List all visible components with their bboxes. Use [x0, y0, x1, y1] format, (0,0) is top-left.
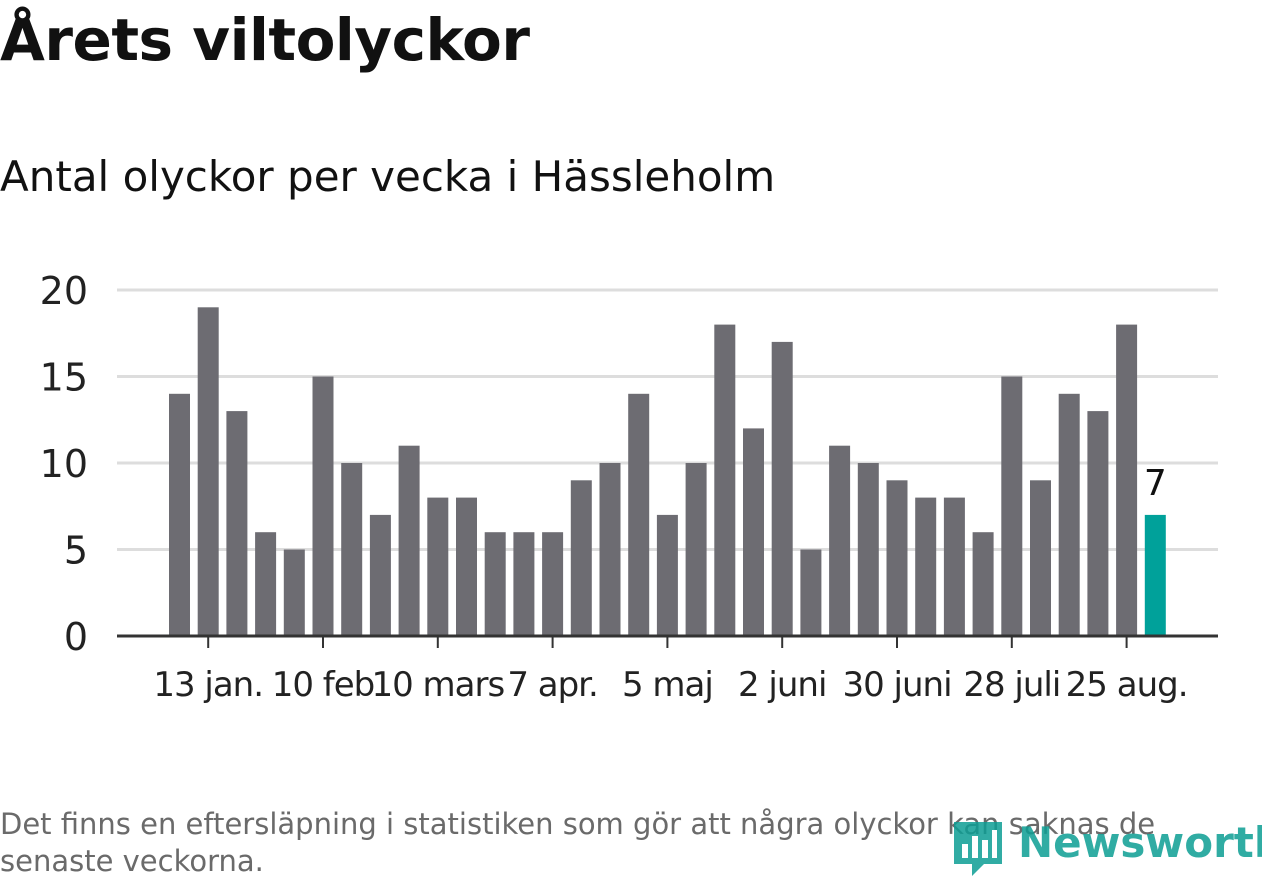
bar: [1058, 393, 1080, 636]
x-tick-label: 10 feb: [272, 665, 375, 705]
y-tick-label: 15: [40, 356, 88, 400]
bar: [1001, 376, 1023, 636]
x-tick-label: 10 mars: [371, 665, 504, 705]
bar: [829, 445, 851, 636]
bar: [599, 463, 621, 636]
y-tick-label: 20: [40, 269, 88, 313]
bar: [714, 324, 736, 636]
brand-name: Newsworthy: [1018, 818, 1262, 867]
x-tick-label: 30 juni: [842, 665, 951, 705]
bar: [972, 532, 994, 636]
bar: [398, 445, 420, 636]
bar: [857, 463, 879, 636]
bar: [743, 428, 764, 636]
bar: [456, 497, 477, 636]
bar: [771, 341, 793, 636]
bar: [1116, 324, 1138, 636]
highlight-data-label: 7: [1144, 463, 1167, 504]
bar: [484, 532, 506, 636]
bar: [685, 463, 707, 636]
bar: [169, 393, 190, 636]
x-tick-label: 5 maj: [622, 665, 713, 705]
newsworthy-logo-icon: [954, 822, 1002, 876]
bar: [886, 480, 908, 636]
y-tick-label: 0: [64, 615, 88, 659]
y-tick-label: 5: [64, 529, 88, 573]
bar: [341, 463, 363, 636]
x-tick-label: 28 juli: [963, 665, 1060, 705]
x-tick-label: 7 apr.: [507, 665, 598, 705]
chart-subtitle: Antal olyckor per vecka i Hässleholm: [0, 152, 776, 201]
bar: [1087, 411, 1109, 636]
bar: [283, 549, 305, 636]
x-tick-label: 2 juni: [738, 665, 826, 705]
bar: [255, 532, 277, 636]
bar: [800, 549, 822, 636]
bar: [656, 514, 678, 636]
bar-highlight: [1144, 514, 1166, 636]
bar: [197, 307, 219, 636]
bar: [628, 393, 650, 636]
bar: [943, 497, 965, 636]
chart-title: Årets viltolyckor: [0, 6, 530, 74]
bar: [542, 532, 564, 636]
bar: [226, 411, 248, 636]
bar: [513, 532, 535, 636]
bar: [312, 376, 334, 636]
bar: [427, 497, 449, 636]
y-tick-label: 10: [40, 442, 88, 486]
x-tick-label: 13 jan.: [153, 665, 263, 705]
bar: [369, 514, 391, 636]
bar: [915, 497, 937, 636]
bar: [570, 480, 592, 636]
x-tick-label: 25 aug.: [1066, 665, 1188, 705]
bar: [1030, 480, 1051, 636]
